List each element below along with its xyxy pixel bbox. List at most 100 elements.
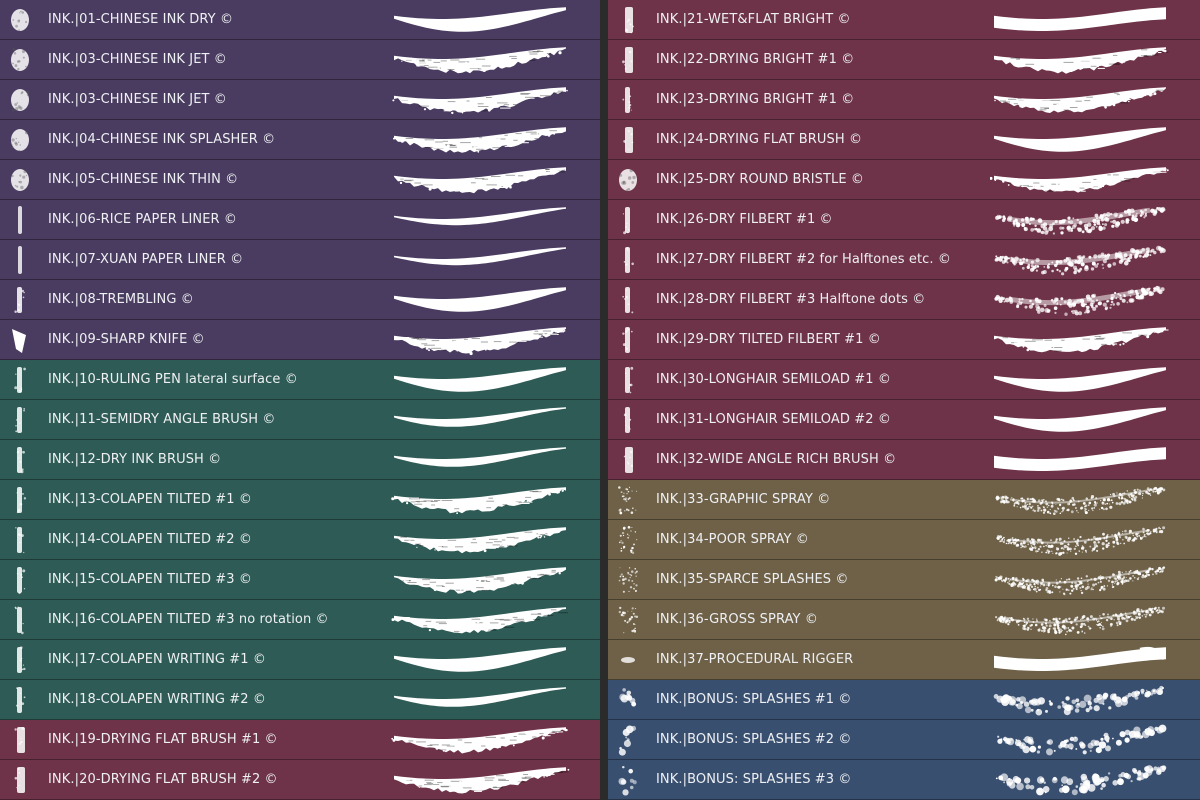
brush-preset-name: INK.|BONUS: SPLASHES #1 © [656, 692, 852, 707]
brush-preset-name: INK.|34-POOR SPRAY © [656, 532, 809, 547]
brush-preset-row[interactable]: INK.|BONUS: SPLASHES #3 © [608, 760, 1200, 800]
brush-preset-name: INK.|16-COLAPEN TILTED #3 no rotation © [48, 612, 329, 627]
brush-preset-row[interactable]: INK.|03-CHINESE INK JET © [0, 80, 600, 120]
brush-preset-name: INK.|33-GRAPHIC SPRAY © [656, 492, 831, 507]
gross-spray-icon [608, 600, 648, 639]
brush-stroke-preview [390, 80, 570, 119]
brush-stroke-preview [390, 40, 570, 79]
brush-preset-row[interactable]: INK.|04-CHINESE INK SPLASHER © [0, 120, 600, 160]
brush-preset-row[interactable]: INK.|06-RICE PAPER LINER © [0, 200, 600, 240]
brush-preset-row[interactable]: INK.|37-PROCEDURAL RIGGER [608, 640, 1200, 680]
brush-preset-row[interactable]: INK.|14-COLAPEN TILTED #2 © [0, 520, 600, 560]
brush-stroke-preview [390, 120, 570, 159]
brush-preset-row[interactable]: INK.|05-CHINESE INK THIN © [0, 160, 600, 200]
brush-preset-row[interactable]: INK.|36-GROSS SPRAY © [608, 600, 1200, 640]
brush-stroke-preview [390, 680, 570, 719]
brush-preset-row[interactable]: INK.|32-WIDE ANGLE RICH BRUSH © [608, 440, 1200, 480]
brush-preset-name: INK.|11-SEMIDRY ANGLE BRUSH © [48, 412, 276, 427]
filbert-brush-icon [608, 280, 648, 319]
dry-brush-icon [0, 440, 40, 479]
brush-preset-row[interactable]: INK.|11-SEMIDRY ANGLE BRUSH © [0, 400, 600, 440]
brush-preset-name: INK.|23-DRYING BRIGHT #1 © [656, 92, 855, 107]
brush-preset-name: INK.|15-COLAPEN TILTED #3 © [48, 572, 253, 587]
brush-preset-row[interactable]: INK.|10-RULING PEN lateral surface © [0, 360, 600, 400]
brush-stroke-preview [990, 40, 1170, 79]
brush-stroke-preview [390, 640, 570, 679]
brush-preset-name: INK.|31-LONGHAIR SEMILOAD #2 © [656, 412, 891, 427]
brush-stroke-preview [990, 80, 1170, 119]
brush-preset-name: INK.|09-SHARP KNIFE © [48, 332, 205, 347]
brush-stroke-preview [390, 760, 570, 799]
brush-preset-row[interactable]: INK.|25-DRY ROUND BRISTLE © [608, 160, 1200, 200]
brush-preset-row[interactable]: INK.|16-COLAPEN TILTED #3 no rotation © [0, 600, 600, 640]
brush-preset-row[interactable]: INK.|35-SPARCE SPLASHES © [608, 560, 1200, 600]
longhair-brush-icon [608, 400, 648, 439]
knife-brush-icon [0, 320, 40, 359]
brush-preset-name: INK.|10-RULING PEN lateral surface © [48, 372, 298, 387]
colapen-icon [0, 560, 40, 599]
brush-stroke-preview [390, 720, 570, 759]
brush-preset-name: INK.|37-PROCEDURAL RIGGER [656, 652, 854, 667]
brush-preset-row[interactable]: INK.|03-CHINESE INK JET © [0, 40, 600, 80]
brush-stroke-preview [390, 480, 570, 519]
brush-stroke-preview [990, 120, 1170, 159]
colapen-writing-icon [0, 680, 40, 719]
streaky-brush-icon [608, 80, 648, 119]
brush-preset-name: INK.|29-DRY TILTED FILBERT #1 © [656, 332, 881, 347]
brush-stroke-preview [390, 0, 570, 39]
brush-preset-row[interactable]: INK.|31-LONGHAIR SEMILOAD #2 © [608, 400, 1200, 440]
brush-preset-row[interactable]: INK.|BONUS: SPLASHES #1 © [608, 680, 1200, 720]
round-ink-brush-icon [0, 120, 40, 159]
brush-preset-name: INK.|05-CHINESE INK THIN © [48, 172, 239, 187]
wide-angle-brush-icon [608, 440, 648, 479]
brush-preset-name: INK.|03-CHINESE INK JET © [48, 92, 227, 107]
brush-preset-row[interactable]: INK.|19-DRYING FLAT BRUSH #1 © [0, 720, 600, 760]
brush-preset-row[interactable]: INK.|07-XUAN PAPER LINER © [0, 240, 600, 280]
brush-preset-row[interactable]: INK.|26-DRY FILBERT #1 © [608, 200, 1200, 240]
splash-icon [608, 720, 648, 759]
brush-preset-row[interactable]: INK.|09-SHARP KNIFE © [0, 320, 600, 360]
brush-preset-row[interactable]: INK.|13-COLAPEN TILTED #1 © [0, 480, 600, 520]
brush-preset-row[interactable]: INK.|22-DRYING BRIGHT #1 © [608, 40, 1200, 80]
brush-preset-row[interactable]: INK.|28-DRY FILBERT #3 Halftone dots © [608, 280, 1200, 320]
brush-stroke-preview [390, 520, 570, 559]
brush-preset-row[interactable]: INK.|33-GRAPHIC SPRAY © [608, 480, 1200, 520]
spray-icon [608, 520, 648, 559]
brush-list-left-column: INK.|01-CHINESE INK DRY © INK.|03-CHINES… [0, 0, 600, 800]
flat-bright-brush-icon [608, 40, 648, 79]
brush-preset-name: INK.|06-RICE PAPER LINER © [48, 212, 238, 227]
brush-preset-name: INK.|14-COLAPEN TILTED #2 © [48, 532, 253, 547]
brush-preset-row[interactable]: INK.|BONUS: SPLASHES #2 © [608, 720, 1200, 760]
brush-preset-row[interactable]: INK.|23-DRYING BRIGHT #1 © [608, 80, 1200, 120]
brush-preset-row[interactable]: INK.|12-DRY INK BRUSH © [0, 440, 600, 480]
splash-icon [608, 760, 648, 799]
brush-stroke-preview [990, 560, 1170, 599]
brush-preset-row[interactable]: INK.|08-TREMBLING © [0, 280, 600, 320]
colapen-icon [0, 520, 40, 559]
brush-preset-row[interactable]: INK.|15-COLAPEN TILTED #3 © [0, 560, 600, 600]
brush-preset-row[interactable]: INK.|24-DRYING FLAT BRUSH © [608, 120, 1200, 160]
brush-preset-name: INK.|BONUS: SPLASHES #3 © [656, 772, 852, 787]
brush-preset-name: INK.|03-CHINESE INK JET © [48, 52, 227, 67]
brush-stroke-preview [990, 640, 1170, 679]
brush-preset-row[interactable]: INK.|21-WET&FLAT BRIGHT © [608, 0, 1200, 40]
brush-preset-row[interactable]: INK.|29-DRY TILTED FILBERT #1 © [608, 320, 1200, 360]
brush-preset-name: INK.|01-CHINESE INK DRY © [48, 12, 234, 27]
brush-preset-row[interactable]: INK.|30-LONGHAIR SEMILOAD #1 © [608, 360, 1200, 400]
flat-brush-icon [0, 720, 40, 759]
brush-preset-row[interactable]: INK.|01-CHINESE INK DRY © [0, 0, 600, 40]
brush-preset-row[interactable]: INK.|27-DRY FILBERT #2 for Halftones etc… [608, 240, 1200, 280]
brush-stroke-preview [390, 240, 570, 279]
brush-preset-name: INK.|19-DRYING FLAT BRUSH #1 © [48, 732, 278, 747]
brush-preset-row[interactable]: INK.|18-COLAPEN WRITING #2 © [0, 680, 600, 720]
brush-stroke-preview [390, 280, 570, 319]
round-ink-brush-icon [0, 80, 40, 119]
brush-stroke-preview [990, 280, 1170, 319]
ruling-pen-icon [0, 360, 40, 399]
brush-preset-row[interactable]: INK.|20-DRYING FLAT BRUSH #2 © [0, 760, 600, 800]
brush-preset-row[interactable]: INK.|17-COLAPEN WRITING #1 © [0, 640, 600, 680]
longhair-brush-icon [608, 360, 648, 399]
brush-preset-row[interactable]: INK.|34-POOR SPRAY © [608, 520, 1200, 560]
brush-stroke-preview [390, 160, 570, 199]
